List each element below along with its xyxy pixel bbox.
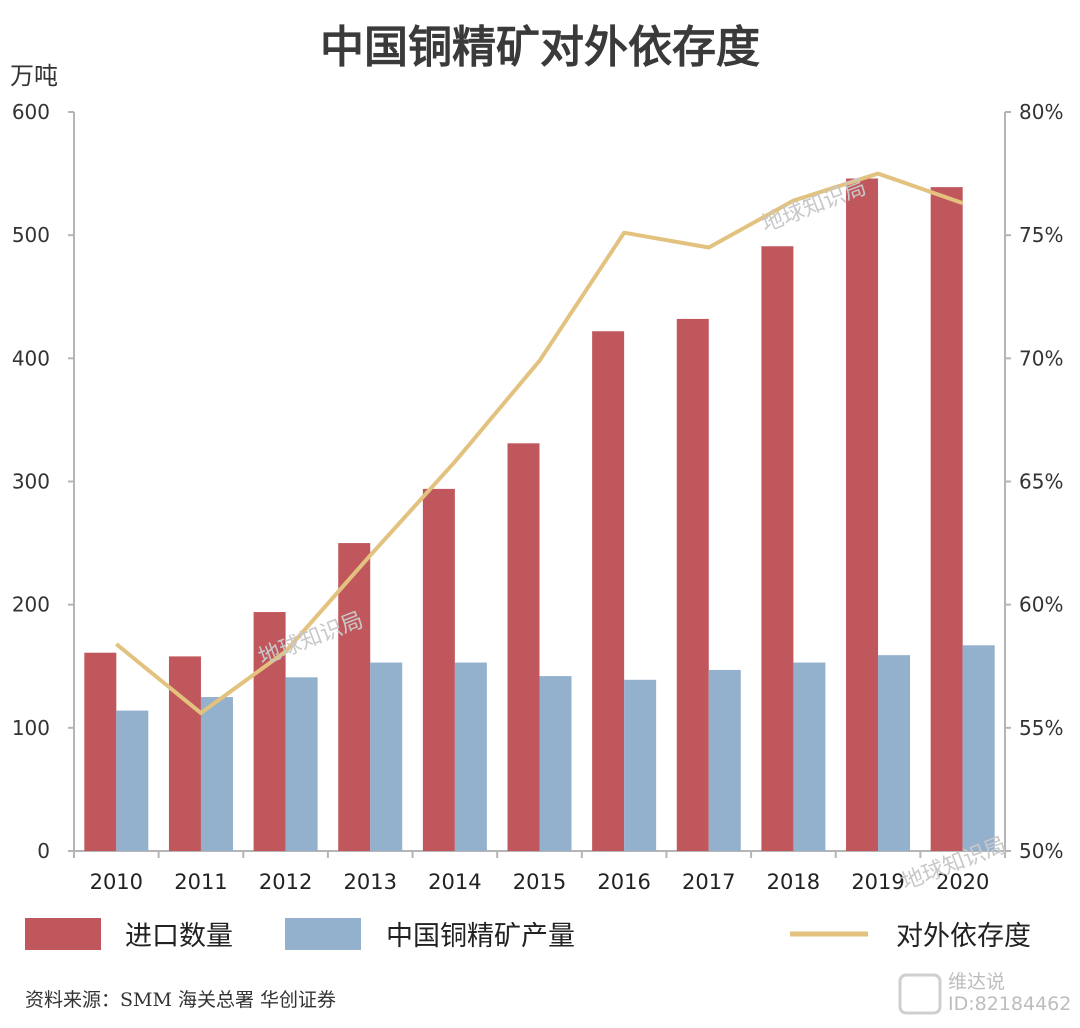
bar-production xyxy=(708,669,741,851)
bar-production xyxy=(624,679,657,851)
legend-swatch-production xyxy=(285,918,361,950)
bar-import xyxy=(422,488,455,851)
right-axis-tick-label: 75% xyxy=(1019,223,1063,247)
right-axis-tick-label: 70% xyxy=(1019,346,1063,370)
x-axis-tick-label: 2013 xyxy=(344,870,397,894)
left-axis-tick-label: 400 xyxy=(12,346,50,370)
corner-badge: 维达说 ID:82184462 xyxy=(898,971,1071,1015)
source-note: 资料来源：SMM 海关总署 华创证券 xyxy=(25,989,336,1011)
left-axis-tick-label: 300 xyxy=(12,470,50,494)
bar-import xyxy=(168,656,201,851)
right-axis-tick-label: 65% xyxy=(1019,470,1063,494)
bar-import xyxy=(676,318,709,851)
bar-production xyxy=(539,676,572,851)
legend-label-dependence: 对外依存度 xyxy=(896,921,1031,952)
bar-import xyxy=(761,246,794,852)
x-axis-tick-label: 2012 xyxy=(259,870,312,894)
right-axis-tick-label: 50% xyxy=(1019,839,1063,863)
line-layer xyxy=(115,171,964,716)
left-axis-tick-label: 100 xyxy=(12,716,50,740)
right-axis-tick-label: 55% xyxy=(1019,716,1063,740)
badge-logo-icon xyxy=(898,973,942,1015)
bar-import xyxy=(592,331,625,851)
x-axis-tick-label: 2016 xyxy=(597,870,650,894)
x-axis-tick-label: 2015 xyxy=(513,870,566,894)
left-axis-unit: 万吨 xyxy=(10,62,58,90)
left-axis-tick-label: 600 xyxy=(12,100,50,124)
bar-import xyxy=(930,187,963,852)
legend-swatch-import xyxy=(25,918,101,950)
bar-import xyxy=(846,178,879,851)
left-axis-tick-label: 500 xyxy=(12,223,50,247)
legend-label-production: 中国铜精矿产量 xyxy=(386,921,575,952)
bar-import xyxy=(507,443,540,851)
badge-id: ID:82184462 xyxy=(948,993,1071,1015)
right-axis-tick-label: 60% xyxy=(1019,593,1063,617)
bar-production xyxy=(285,677,318,851)
bar-import xyxy=(253,612,286,851)
bar-production xyxy=(878,655,911,851)
bar-import xyxy=(338,543,371,851)
bar-production xyxy=(200,697,233,851)
badge-name: 维达说 xyxy=(948,971,1005,993)
chart-title: 中国铜精矿对外依存度 xyxy=(320,22,760,73)
bar-production xyxy=(454,662,487,851)
x-axis-tick-label: 2018 xyxy=(767,870,820,894)
x-axis-tick-label: 2020 xyxy=(936,870,989,894)
x-axis-tick-label: 2019 xyxy=(851,870,904,894)
x-axis-tick-label: 2011 xyxy=(174,870,227,894)
bars xyxy=(84,178,995,852)
x-axis-tick-label: 2017 xyxy=(682,870,735,894)
bar-production xyxy=(116,710,149,851)
legend-label-import: 进口数量 xyxy=(125,921,233,952)
right-axis-tick-label: 80% xyxy=(1019,100,1063,124)
legend: 进口数量 中国铜精矿产量 对外依存度 xyxy=(25,918,1031,952)
bar-production xyxy=(793,662,826,851)
bar-production xyxy=(962,645,995,851)
x-axis-tick-label: 2014 xyxy=(428,870,481,894)
bar-import xyxy=(84,652,117,851)
left-axis-tick-label: 0 xyxy=(37,839,50,863)
bar-production xyxy=(370,662,403,851)
left-axis-tick-label: 200 xyxy=(12,593,50,617)
x-tick-labels: 2010 2011 2012 2013 2014 2015 2016 2017 2018 2019… xyxy=(90,870,990,894)
x-axis-tick-label: 2010 xyxy=(90,870,143,894)
